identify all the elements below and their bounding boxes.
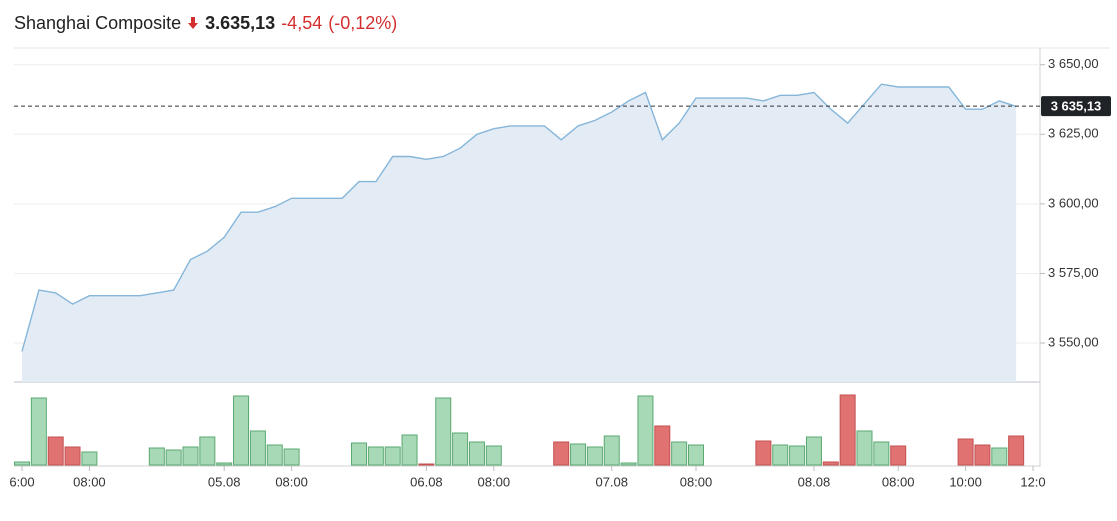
volume-bar [266, 444, 283, 466]
x-tick-label: 12:0 [1020, 474, 1045, 489]
volume-bar [856, 430, 873, 466]
index-name: Shanghai Composite [14, 12, 182, 33]
volume-bar [249, 430, 266, 466]
x-tick-label: 08:00 [680, 474, 713, 489]
volume-bar [351, 442, 367, 466]
volume-bar [570, 443, 587, 466]
volume-bar [957, 438, 974, 466]
volume-bar [688, 444, 704, 466]
area-fill [22, 84, 1017, 382]
price-line [21, 83, 1017, 352]
x-tick-label: 08:00 [882, 474, 915, 489]
x-tick-label: 08.08 [798, 474, 831, 489]
volume-bar [64, 446, 81, 466]
header: Shanghai Composite 3.635,13 -4,54 (-0,12… [14, 10, 397, 36]
y-tick-label: 3 550,00 [1048, 334, 1099, 349]
y-tick-label: 3 600,00 [1048, 195, 1099, 210]
volume-bar [873, 441, 890, 466]
volume-bar [199, 436, 216, 466]
volume-bar [974, 444, 991, 466]
volume-bar [553, 441, 570, 466]
volume-bar [654, 425, 671, 466]
x-tick-label: 08:00 [478, 474, 511, 489]
change-percent: (-0,12%) [328, 12, 398, 33]
x-tick-label: 05.08 [208, 474, 241, 489]
volume-bar [418, 463, 435, 466]
volume-bar [671, 441, 688, 466]
volume-bar [839, 394, 856, 466]
x-tick-label: 6:00 [9, 474, 34, 489]
change: -4,54 [281, 12, 323, 33]
volume-bar [603, 435, 620, 466]
price: 3.635,13 [205, 12, 276, 33]
volume-bar [283, 448, 300, 466]
volume-bar [789, 445, 806, 466]
volume-bar [468, 441, 485, 466]
y-tick-label: 3 575,00 [1048, 265, 1099, 280]
volume-bar [805, 436, 822, 466]
volume-bar [991, 447, 1008, 466]
x-tick-label: 06.08 [410, 474, 443, 489]
volume-bar [435, 397, 452, 466]
x-tick-label: 10:00 [949, 474, 982, 489]
last-price-box [1041, 96, 1111, 117]
volume-bar [165, 449, 182, 466]
volume-bar [755, 440, 772, 466]
volume-bar [401, 434, 418, 466]
volume-bar [822, 461, 839, 466]
volume-bar [367, 446, 384, 466]
last-price-label: 3 635,13 [1051, 99, 1102, 114]
volume-bar [890, 445, 907, 466]
volume-bar [81, 451, 98, 466]
volume-bar [233, 395, 250, 466]
volume-bar [14, 461, 30, 466]
volume-bar [637, 395, 654, 466]
volume-bar [485, 445, 502, 466]
volume-bar [30, 397, 47, 466]
volume-bar [216, 462, 233, 466]
x-tick-label: 08:00 [275, 474, 308, 489]
y-tick-label: 3 650,00 [1048, 56, 1099, 71]
volume-bar [182, 446, 199, 466]
volume-bar [452, 432, 469, 466]
y-tick-label: 3 625,00 [1048, 126, 1099, 141]
volume-bar [620, 462, 637, 466]
volume-bar [1008, 435, 1025, 466]
volume-bar [772, 444, 789, 466]
x-tick-label: 07.08 [595, 474, 628, 489]
volume-bar [384, 446, 401, 466]
volume-bar [148, 447, 165, 466]
down-arrow [188, 17, 199, 29]
volume-bar [47, 436, 64, 466]
volume-bar [586, 446, 603, 466]
x-tick-label: 08:00 [73, 474, 106, 489]
